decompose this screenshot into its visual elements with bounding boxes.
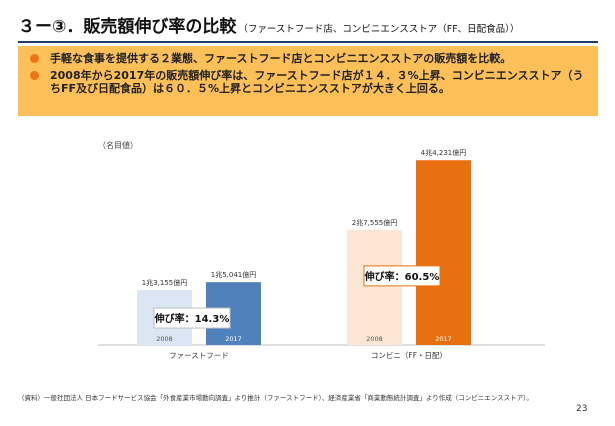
- summary-bullet-text: 2008年から2017年の販売額伸び率は、ファーストフード店が１４．３%上昇、コ…: [50, 69, 584, 95]
- bar-year-label: 2008: [366, 335, 383, 343]
- bar-value-label: 1兆3,155億円: [142, 278, 188, 287]
- summary-bullet: 手軽な食事を提供する２業態、ファーストフード店とコンビニエンスストアの販売額を比…: [28, 52, 588, 65]
- category-label: ファーストフード: [169, 351, 229, 360]
- bar-1-2008: [347, 229, 402, 345]
- bar-value-label: 4兆4,231億円: [421, 148, 467, 157]
- growth-rate-box: [363, 265, 441, 287]
- slide-title-main: ３ー③．販売額伸び率の比較: [18, 17, 237, 37]
- title-divider: [18, 41, 598, 43]
- growth-rate-value: 60.5%: [405, 272, 440, 283]
- bar-year-label: 2017: [225, 335, 242, 343]
- slide-title: ３ー③．販売額伸び率の比較 （ファーストフード店、コンビニエンスストア（FF、日配…: [18, 12, 519, 37]
- page-number: 23: [576, 404, 588, 414]
- bar-year-label: 2008: [156, 335, 173, 343]
- growth-rate-prefix: 伸び率：: [154, 312, 195, 325]
- bullet-dot-icon: [30, 71, 39, 80]
- category-label: コンビニ（FF・日配）: [371, 351, 447, 360]
- bar-year-label: 2017: [435, 335, 452, 343]
- summary-bullet: 2008年から2017年の販売額伸び率は、ファーストフード店が１４．３%上昇、コ…: [28, 69, 588, 95]
- slide-title-subtitle: （ファーストフード店、コンビニエンスストア（FF、日配食品））: [238, 24, 520, 35]
- growth-rate-box: [153, 307, 231, 329]
- growth-rate-prefix: 伸び率：: [364, 270, 405, 283]
- bar-value-label: 2兆7,555億円: [352, 218, 398, 227]
- bullet-dot-icon: [30, 54, 39, 63]
- growth-rate-label: 伸び率：60.5%: [364, 270, 440, 283]
- summary-box: 手軽な食事を提供する２業態、ファーストフード店とコンビニエンスストアの販売額を比…: [18, 46, 598, 116]
- source-footnote: （資料）一般社団法人 日本フードサービス協会「外食産業市場動向調査」より推計（フ…: [18, 394, 533, 402]
- bar-value-label: 1兆5,041億円: [211, 270, 257, 279]
- growth-rate-value: 14.3%: [195, 314, 230, 325]
- bar-1-2017: [416, 160, 471, 345]
- growth-rate-label: 伸び率：14.3%: [154, 312, 230, 325]
- chart-unit-label: （名目値）: [98, 141, 138, 150]
- summary-bullet-text: 手軽な食事を提供する２業態、ファーストフード店とコンビニエンスストアの販売額を比…: [50, 52, 512, 65]
